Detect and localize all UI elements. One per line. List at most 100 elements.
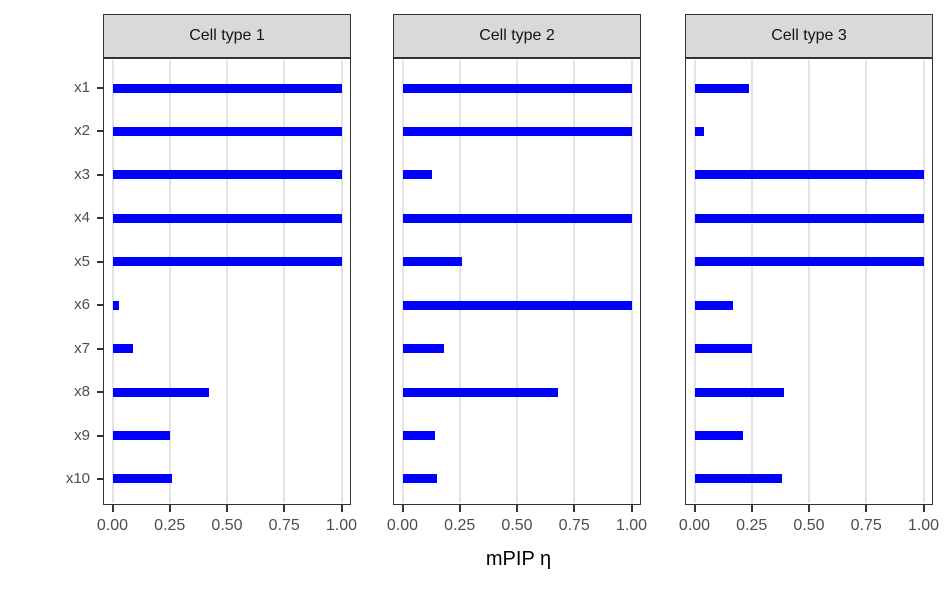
bar — [402, 213, 632, 223]
y-axis-label: x8 — [74, 383, 90, 401]
gridline — [340, 60, 343, 503]
x-axis-tick — [340, 505, 343, 512]
gridline — [865, 60, 868, 503]
y-axis-tick — [97, 87, 103, 89]
x-axis-tick — [808, 505, 810, 512]
gridline — [922, 60, 925, 503]
bar — [694, 257, 924, 267]
y-axis-label: x3 — [74, 165, 90, 183]
y-axis-tick — [97, 217, 103, 220]
x-axis-tick-label: 0.50 — [501, 517, 533, 534]
bar — [402, 387, 559, 397]
y-axis-label: x7 — [74, 339, 90, 357]
x-axis-tick — [922, 505, 925, 512]
bar — [694, 213, 924, 223]
x-axis-tick-label: 0.25 — [444, 517, 476, 534]
bar — [112, 431, 170, 441]
gridline — [168, 60, 171, 503]
x-axis-tick-label: 0.00 — [96, 517, 129, 534]
x-axis-tick — [865, 505, 868, 512]
bar — [112, 257, 342, 267]
facet-strip-label: Cell type 2 — [479, 27, 555, 44]
bar — [112, 300, 120, 310]
y-axis-label: x1 — [74, 79, 90, 96]
x-axis-tick-label: 1.00 — [907, 517, 940, 534]
y-axis-tick — [97, 130, 103, 133]
y-axis-label: x10 — [65, 469, 90, 487]
bar — [694, 431, 743, 441]
x-axis-tick — [573, 505, 576, 512]
bar — [694, 474, 782, 484]
gridline — [693, 60, 696, 503]
facet-strip-label: Cell type 1 — [189, 27, 265, 44]
facet-strip: Cell type 1 — [103, 14, 351, 58]
x-axis-tick-label: 0.75 — [268, 517, 300, 534]
bar — [694, 300, 734, 310]
x-axis-tick — [283, 505, 286, 512]
y-axis-tick — [97, 260, 103, 263]
bar — [112, 474, 173, 484]
gridline — [111, 60, 114, 503]
facet-strip: Cell type 3 — [685, 14, 933, 58]
x-axis-title: mPIP η — [485, 548, 552, 570]
x-axis-tick-label: 0.25 — [736, 517, 768, 534]
x-axis-tick — [401, 505, 404, 512]
bar — [402, 83, 632, 93]
bar — [402, 474, 437, 484]
bar — [402, 344, 444, 354]
x-axis-tick — [111, 505, 114, 512]
x-axis-tick-label: 1.00 — [615, 517, 648, 534]
bar — [112, 170, 342, 180]
bar — [694, 83, 750, 93]
gridline — [458, 60, 461, 503]
bar — [112, 213, 342, 223]
bar — [402, 257, 463, 267]
y-axis-label: x4 — [74, 209, 90, 227]
bar — [402, 431, 435, 441]
y-axis-tick — [97, 391, 103, 394]
y-axis-tick — [97, 434, 103, 437]
x-axis-tick-label: 0.00 — [386, 517, 419, 534]
bar — [112, 126, 342, 136]
bar — [402, 170, 433, 180]
bar — [402, 300, 632, 310]
x-axis-tick — [630, 505, 633, 512]
bar — [112, 344, 134, 354]
y-axis-tick — [97, 304, 103, 307]
facet-strip-label: Cell type 3 — [771, 27, 847, 44]
x-axis-tick-label: 0.50 — [793, 517, 825, 534]
bar — [694, 344, 752, 354]
gridline — [283, 60, 286, 503]
x-axis-tick — [693, 505, 696, 512]
x-axis-tick-label: 0.75 — [558, 517, 590, 534]
x-axis-tick — [226, 505, 228, 512]
x-axis-tick-label: 0.00 — [678, 517, 711, 534]
gridline — [750, 60, 753, 503]
y-axis-label: x5 — [74, 252, 90, 270]
gridline — [630, 60, 633, 503]
x-axis-tick — [168, 505, 171, 512]
bar — [694, 170, 924, 180]
y-axis-label: x2 — [74, 122, 90, 140]
x-axis-tick-label: 0.50 — [211, 517, 243, 534]
y-axis-tick — [97, 477, 103, 480]
x-axis-tick — [458, 505, 461, 512]
x-axis-tick — [516, 505, 518, 512]
x-axis-tick-label: 1.00 — [325, 517, 358, 534]
gridline — [516, 60, 518, 503]
gridline — [573, 60, 576, 503]
x-axis-tick — [750, 505, 753, 512]
bar — [112, 387, 209, 397]
facet-strip: Cell type 2 — [393, 14, 641, 58]
y-axis-tick — [97, 347, 103, 350]
bar — [694, 387, 784, 397]
y-axis-label: x9 — [74, 426, 90, 444]
x-axis-tick-label: 0.75 — [850, 517, 882, 534]
bar — [694, 126, 704, 136]
y-axis-label: x6 — [74, 296, 90, 314]
x-axis-tick-label: 0.25 — [154, 517, 186, 534]
gridline — [401, 60, 404, 503]
y-axis-tick — [97, 173, 103, 176]
bar — [112, 83, 342, 93]
